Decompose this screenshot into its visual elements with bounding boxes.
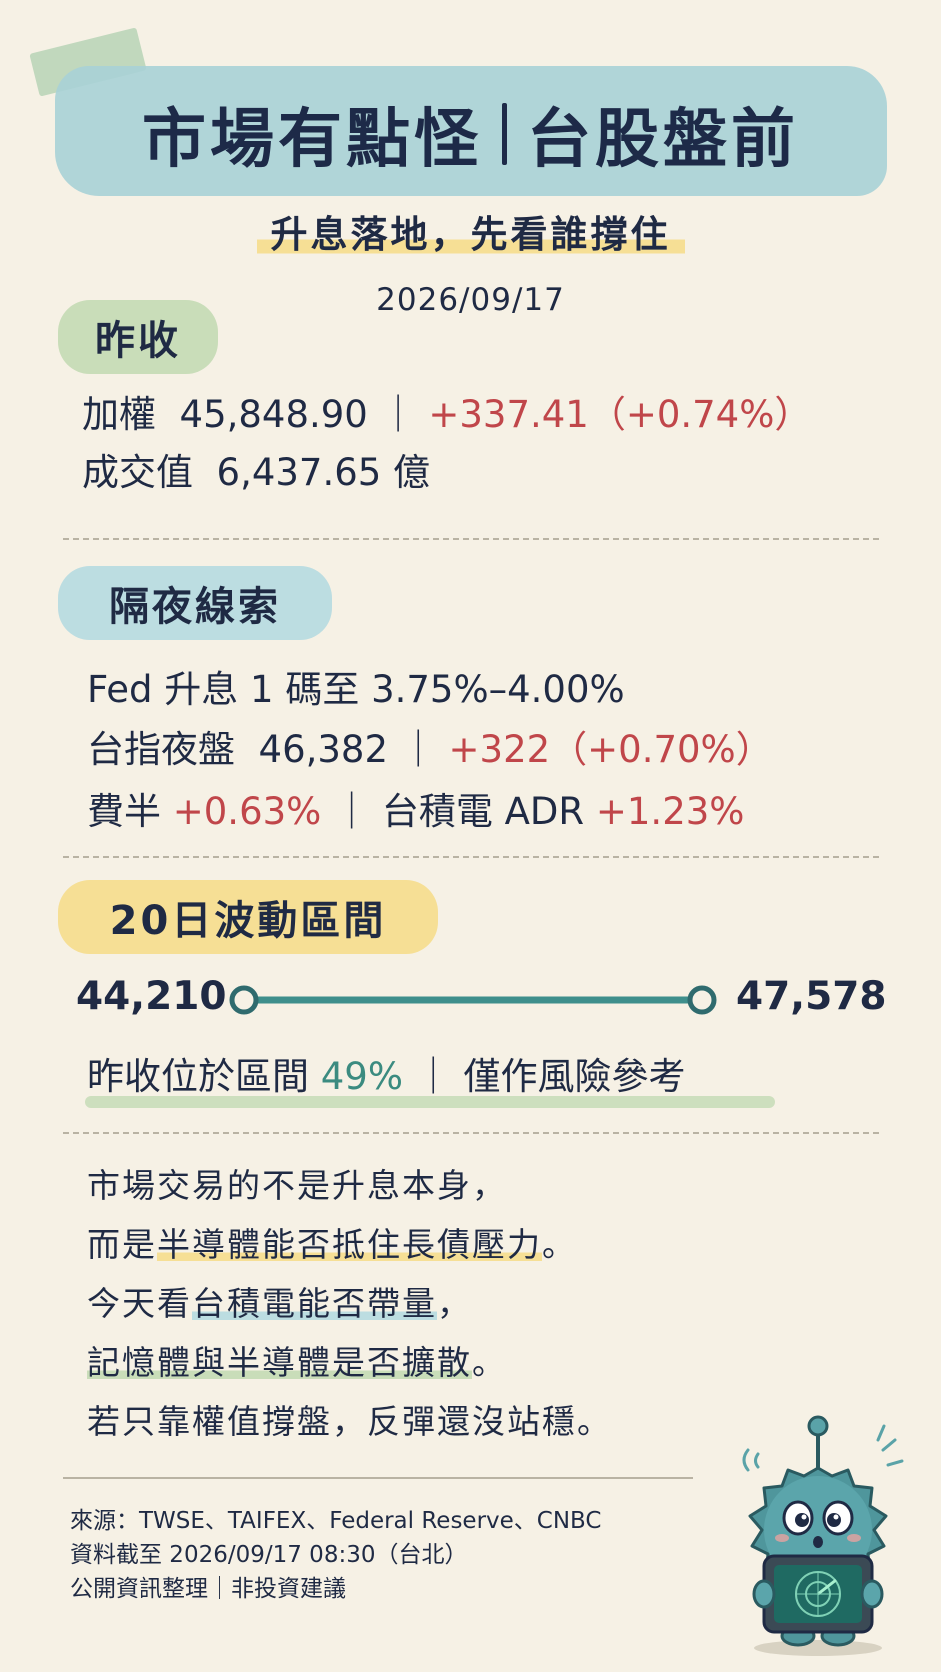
section-divider [63,856,879,858]
title-divider [502,103,507,165]
source-line: 來源：TWSE、TAIFEX、Federal Reserve、CNBC [70,1508,602,1534]
index-value: 45,848.90 [179,393,368,436]
section-divider [63,1132,879,1134]
section-heading-overnight: 隔夜線索 [58,566,332,640]
highlight-semis: 半導體能否抵住長債壓力 [157,1225,542,1264]
index-change: +337.41（+0.74%） [428,393,812,436]
futures-change: +322（+0.70%） [448,728,773,771]
turnover-value: 6,437.65 億 [216,451,431,494]
sox-label: 費半 [87,790,161,833]
futures-value: 46,382 [258,728,388,771]
separator: ｜ [379,393,417,436]
section-heading-yesterday: 昨收 [58,300,218,374]
subtitle: 升息落地，先看誰撐住 [256,204,685,258]
range-slider [229,985,717,1015]
title-right: 台股盤前 [527,103,799,177]
commentary-line-5: 若只靠權值撐盤，反彈還沒站穩。 [87,1402,612,1441]
futures-line: 台指夜盤 46,382 ｜ +322（+0.70%） [87,719,773,773]
range-high: 47,578 [736,974,887,1019]
highlight-memory: 記憶體與半導體是否擴散 [87,1343,472,1382]
as-of-line: 資料截至 2026/09/17 08:30（台北） [70,1542,468,1568]
commentary-line-4: 記憶體與半導體是否擴散。 [87,1343,507,1382]
position-pct: 49% [320,1055,404,1098]
commentary: 市場交易的不是升息本身， 而是半導體能否抵住長債壓力。 今天看台積電能否帶量， … [87,1156,612,1451]
range-low: 44,210 [76,974,227,1019]
separator: ｜ [399,728,437,771]
tsmc-label: 台積電 ADR [381,790,585,833]
position-note: 僅作風險參考 [463,1055,686,1098]
position-label: 昨收位於區間 [87,1055,309,1098]
index-label: 加權 [82,393,156,436]
index-line: 加權 45,848.90 ｜ +337.41（+0.74%） [82,384,811,438]
section-heading-range: 20日波動區間 [58,880,438,954]
title-left: 市場有點怪 [142,103,482,177]
futures-label: 台指夜盤 [87,728,235,771]
turnover-label: 成交值 [82,451,193,494]
highlight-tsmc: 台積電能否帶量 [192,1284,437,1323]
subtitle-container: 升息落地，先看誰撐住 [0,204,941,258]
report-date: 2026/09/17 [376,282,565,318]
range-end-dot [687,985,717,1015]
section-divider [63,538,879,540]
sox-tsmc-line: 費半 +0.63% ｜ 台積電 ADR +1.23% [87,781,744,835]
fed-line: Fed 升息 1 碼至 3.75%–4.00% [87,668,625,711]
commentary-line-3: 今天看台積電能否帶量， [87,1284,472,1323]
disclaimer-line: 公開資訊整理｜非投資建議 [70,1576,346,1602]
separator: ｜ [333,790,371,833]
separator: ｜ [414,1055,452,1098]
sox-change: +0.63% [172,790,322,833]
commentary-line-1: 市場交易的不是升息本身， [87,1166,507,1205]
commentary-line-2: 而是半導體能否抵住長債壓力。 [87,1225,577,1264]
range-start-dot [229,985,259,1015]
footer-sources: 來源：TWSE、TAIFEX、Federal Reserve、CNBC 資料截至… [70,1504,602,1606]
turnover-line: 成交值 6,437.65 億 [82,442,430,496]
position-underline [85,1096,775,1108]
tsmc-change: +1.23% [595,790,745,833]
title-highlight-band [55,66,887,196]
range-position-line: 昨收位於區間 49% ｜ 僅作風險參考 [87,1046,686,1100]
footer-rule [63,1477,693,1479]
sea-urchin-mascot-icon [742,1415,904,1656]
page-title: 市場有點怪 台股盤前 [0,84,941,184]
